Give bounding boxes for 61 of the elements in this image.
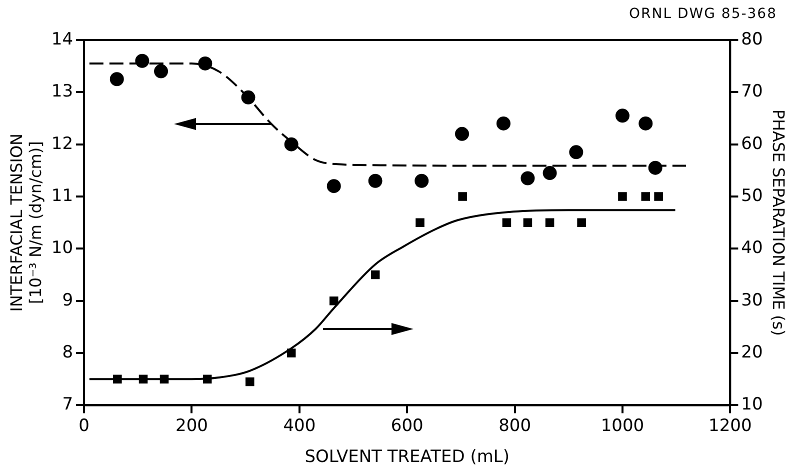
point [641,192,650,201]
point [370,270,380,280]
point [368,174,382,188]
y2-tick-label: 30 [741,290,763,310]
point [458,192,467,201]
y2-tick-label: 60 [741,134,763,154]
x-axis-title: SOLVENT TREATED (mL) [304,447,510,468]
point [496,116,510,130]
point [569,145,584,160]
x-tick-label: 0 [78,416,90,436]
point [542,166,557,180]
point [455,126,470,141]
y-tick-label: 13 [51,82,74,102]
y-tick-label: 12 [51,134,74,154]
point [329,296,338,306]
point [160,374,169,384]
point [638,116,653,130]
point [520,171,535,186]
point [245,377,254,386]
text: ORNL DWG 85-368 [629,6,777,22]
point [284,137,298,152]
x-tick-label: 1200 [708,416,752,436]
point [416,218,424,227]
point [286,348,296,358]
x-tick-label: 400 [283,416,316,436]
point [618,192,627,201]
y2-tick-label: 20 [741,342,763,362]
x-tick-label: 800 [498,416,532,436]
point [135,54,150,68]
point [577,218,586,227]
point [502,218,512,227]
y2-axis-title: PHASE SEPARATION TIME (s) [769,109,788,336]
x-tick-label: 200 [175,416,208,436]
point [138,374,148,384]
point [326,179,341,194]
point [110,72,124,86]
y2-tick-label: 40 [741,238,763,258]
point [615,108,630,123]
point [523,218,532,227]
point [154,64,168,78]
y-tick-label: 9 [62,290,74,310]
point [648,160,662,175]
x-tick-label: 600 [390,416,424,436]
y-axis-title: INTERFACIAL TENSION [10⁻³ N/m (dyn/cm)] [6,133,45,312]
y-tick-label: 7 [62,394,74,415]
y-tick-label: 10 [51,238,74,258]
point [202,374,212,384]
y2-tick-label: 10 [741,394,763,415]
point [113,374,122,384]
y-tick-label: 14 [51,29,74,50]
point [198,56,212,70]
y-tick-label: 8 [62,342,74,362]
point [545,218,554,227]
point [654,192,663,201]
y2-tick-label: 70 [741,82,763,102]
y-tick-label: 11 [51,186,74,206]
point [241,90,256,104]
y2-tick-label: 50 [741,186,763,206]
y2-tick-label: 80 [741,29,763,50]
point [414,174,429,188]
x-tick-label: 1000 [600,416,644,436]
